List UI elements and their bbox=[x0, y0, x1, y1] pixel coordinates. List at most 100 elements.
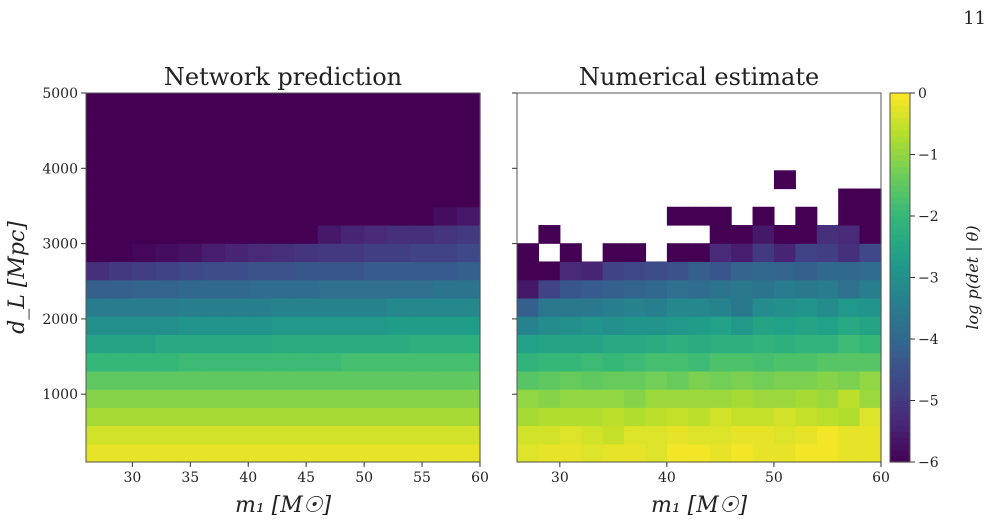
heatmap-cell bbox=[364, 425, 388, 445]
colorbar-segment bbox=[890, 252, 910, 260]
heatmap-cell bbox=[410, 389, 435, 408]
heatmap-cell bbox=[773, 170, 796, 190]
heatmap-cell bbox=[795, 224, 818, 244]
heatmap-cell bbox=[201, 334, 226, 354]
colorbar-segment bbox=[890, 234, 910, 242]
heatmap-cell bbox=[294, 170, 319, 190]
heatmap-cell bbox=[364, 370, 388, 390]
heatmap-cell bbox=[731, 352, 754, 372]
heatmap-cell bbox=[859, 206, 882, 226]
heatmap-cell bbox=[248, 297, 273, 317]
heatmap-cell bbox=[271, 443, 296, 463]
heatmap-cell bbox=[410, 279, 435, 299]
heatmap-cell bbox=[688, 443, 711, 463]
heatmap-cell bbox=[86, 243, 110, 263]
heatmap-cell bbox=[752, 279, 775, 299]
heatmap-cell bbox=[248, 243, 273, 263]
heatmap-cell bbox=[410, 407, 435, 427]
colorbar-segment bbox=[890, 283, 910, 291]
colorbar-segment bbox=[890, 203, 910, 211]
heatmap-cell bbox=[387, 425, 412, 445]
heatmap-cell bbox=[178, 425, 203, 445]
x-tick-label: 60 bbox=[872, 470, 890, 486]
heatmap-cell bbox=[225, 206, 249, 226]
heatmap-cell bbox=[456, 133, 481, 153]
plot-frame bbox=[85, 92, 481, 463]
heatmap-cell bbox=[271, 243, 296, 263]
heatmap-cell bbox=[456, 115, 481, 135]
heatmap-cell bbox=[859, 407, 882, 427]
heatmap-cell bbox=[248, 334, 273, 354]
heatmap-cell bbox=[731, 243, 754, 263]
heatmap-cell bbox=[538, 334, 561, 354]
heatmap-cell bbox=[109, 407, 133, 427]
heatmap-cell bbox=[581, 425, 604, 445]
heatmap-cell bbox=[559, 389, 582, 408]
heatmap-cell bbox=[294, 425, 319, 445]
heatmap-cell bbox=[294, 224, 319, 244]
heatmap-cell bbox=[86, 297, 110, 317]
heatmap-cell bbox=[688, 243, 711, 263]
heatmap-cell bbox=[838, 316, 861, 335]
colorbar-segment bbox=[890, 320, 910, 328]
heatmap-cell bbox=[666, 389, 689, 408]
heatmap-cell bbox=[581, 389, 604, 408]
heatmap-cell bbox=[294, 188, 319, 208]
heatmap-cell bbox=[410, 188, 435, 208]
x-tick-label: 40 bbox=[239, 470, 257, 486]
heatmap-cell bbox=[666, 443, 689, 463]
chart-title: Network prediction bbox=[164, 63, 402, 91]
heatmap-cell bbox=[602, 297, 625, 317]
heatmap-cell bbox=[602, 389, 625, 408]
heatmap-cell bbox=[517, 316, 540, 335]
colorbar-segment bbox=[890, 412, 910, 420]
heatmap-cell bbox=[645, 316, 668, 335]
heatmap-cell bbox=[731, 389, 754, 408]
heatmap-cell bbox=[364, 316, 388, 335]
heatmap-cell bbox=[178, 443, 203, 463]
x-tick-label: 50 bbox=[765, 470, 783, 486]
heatmap-cell bbox=[517, 443, 540, 463]
y-tick-label: 2000 bbox=[42, 312, 78, 328]
heatmap-cell bbox=[752, 407, 775, 427]
heatmap-cell bbox=[387, 243, 412, 263]
heatmap-cell bbox=[109, 425, 133, 445]
heatmap-cell bbox=[602, 334, 625, 354]
heatmap-cell bbox=[688, 334, 711, 354]
heatmap-cell bbox=[155, 152, 180, 171]
heatmap-cell bbox=[86, 115, 110, 135]
heatmap-cell bbox=[838, 297, 861, 317]
heatmap-cell bbox=[709, 297, 732, 317]
heatmap-cell bbox=[559, 279, 582, 299]
heatmap-cell bbox=[731, 370, 754, 390]
heatmap-cell bbox=[132, 352, 157, 372]
heatmap-cell bbox=[752, 389, 775, 408]
heatmap-cell bbox=[709, 352, 732, 372]
heatmap-cell bbox=[294, 93, 319, 117]
colorbar-segment bbox=[890, 93, 910, 100]
heatmap-cell bbox=[155, 407, 180, 427]
colorbar-segment bbox=[890, 431, 910, 438]
heatmap-cell bbox=[155, 352, 180, 372]
heatmap-cell bbox=[132, 407, 157, 427]
heatmap-cell bbox=[838, 443, 861, 463]
heatmap-cell bbox=[86, 279, 110, 299]
heatmap-cell bbox=[624, 297, 647, 317]
heatmap-cell bbox=[645, 279, 668, 299]
heatmap-cell bbox=[645, 389, 668, 408]
heatmap-cell bbox=[433, 370, 458, 390]
heatmap-cell bbox=[752, 224, 775, 244]
heatmap-cell bbox=[364, 389, 388, 408]
heatmap-cell bbox=[201, 224, 226, 244]
heatmap-cell bbox=[816, 261, 839, 281]
heatmap-cell bbox=[86, 334, 110, 354]
colorbar-segment bbox=[890, 295, 910, 303]
heatmap-cell bbox=[624, 261, 647, 281]
heatmap-cell bbox=[201, 243, 226, 263]
heatmap-cell bbox=[201, 133, 226, 153]
heatmap-cell bbox=[109, 389, 133, 408]
heatmap-cell bbox=[201, 297, 226, 317]
heatmap-cell bbox=[271, 261, 296, 281]
colorbar-segment bbox=[890, 388, 910, 395]
heatmap-cell bbox=[752, 352, 775, 372]
